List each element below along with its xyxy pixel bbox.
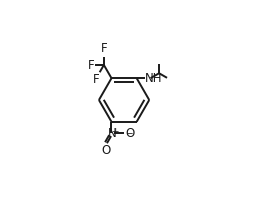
Text: NH: NH: [145, 72, 163, 85]
Text: +: +: [111, 127, 119, 136]
Text: $-$: $-$: [125, 127, 133, 136]
Text: F: F: [92, 73, 99, 86]
Text: $\mathregular{N}$: $\mathregular{N}$: [107, 127, 116, 140]
Text: O: O: [126, 127, 135, 140]
Text: F: F: [88, 58, 94, 71]
Text: O: O: [101, 144, 111, 157]
Text: F: F: [101, 42, 107, 55]
